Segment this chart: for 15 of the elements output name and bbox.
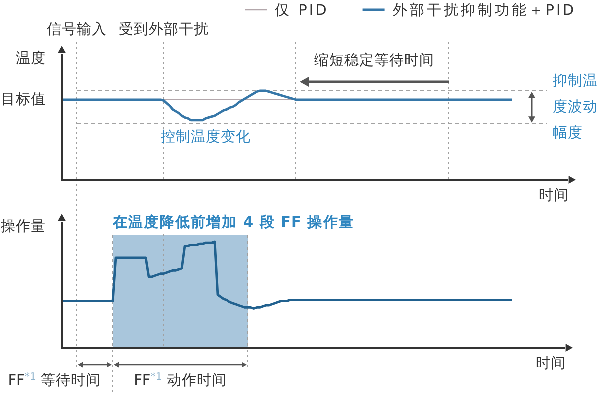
y-axis-title: 温度 xyxy=(16,50,46,67)
legend-label: 外部干扰抑制功能＋PID xyxy=(392,2,576,19)
legend-label: 仅 PID xyxy=(275,3,329,19)
annotation: 控制温度变化 xyxy=(161,128,251,146)
text: 受到外部干扰 xyxy=(119,21,209,38)
text: 抑制温度波动幅度 xyxy=(553,72,598,142)
x-axis-title: 时间 xyxy=(539,187,569,204)
text: FF$^{*1}$ 等待时间 xyxy=(8,372,101,389)
text: 缩短稳定等待时间 xyxy=(314,52,434,69)
text: 在温度降低前增加 4 段 FF 操作量 xyxy=(112,213,354,231)
text: 目标值 xyxy=(1,90,46,108)
x-axis-title: 时间 xyxy=(536,355,566,372)
text: 信号输入 xyxy=(47,21,107,38)
text: FF$^{*1}$ 动作时间 xyxy=(134,372,227,389)
y-axis-title: 操作量 xyxy=(1,218,46,235)
